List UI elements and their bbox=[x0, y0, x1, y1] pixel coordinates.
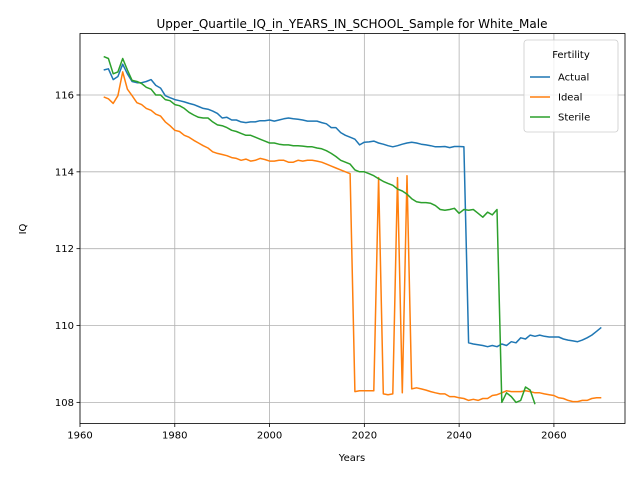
chart-title: Upper_Quartile_IQ_in_YEARS_IN_SCHOOL_Sam… bbox=[157, 17, 548, 31]
series-lines bbox=[103, 55, 602, 405]
x-tick-label: 2040 bbox=[446, 431, 471, 442]
x-tick-label: 1980 bbox=[162, 431, 187, 442]
legend-label-sterile: Sterile bbox=[558, 113, 590, 124]
ticks: 1960 1980 2000 2020 2040 2060 108 110 112 114 116 bbox=[55, 90, 567, 441]
series-line-actual bbox=[103, 63, 602, 348]
legend: Fertility Actual Ideal Sterile bbox=[523, 39, 619, 133]
x-tick-label: 2020 bbox=[352, 431, 377, 442]
x-tick-label: 2000 bbox=[257, 431, 282, 442]
y-tick-label: 112 bbox=[55, 244, 74, 255]
y-tick-label: 114 bbox=[55, 167, 74, 178]
legend-label-actual: Actual bbox=[558, 73, 589, 84]
legend-title: Fertility bbox=[552, 50, 590, 61]
x-tick-label: 2060 bbox=[541, 431, 566, 442]
series-line-ideal bbox=[103, 71, 602, 403]
plot-frame bbox=[79, 33, 626, 424]
x-tick-label: 1960 bbox=[67, 431, 92, 442]
x-axis-label: Years bbox=[338, 453, 365, 464]
legend-label-ideal: Ideal bbox=[558, 93, 582, 104]
y-axis-label: IQ bbox=[18, 223, 29, 234]
y-tick-label: 110 bbox=[55, 321, 74, 332]
y-tick-label: 116 bbox=[55, 90, 74, 101]
series-line-sterile bbox=[103, 55, 536, 405]
legend-box bbox=[523, 39, 619, 133]
y-tick-label: 108 bbox=[55, 398, 74, 409]
